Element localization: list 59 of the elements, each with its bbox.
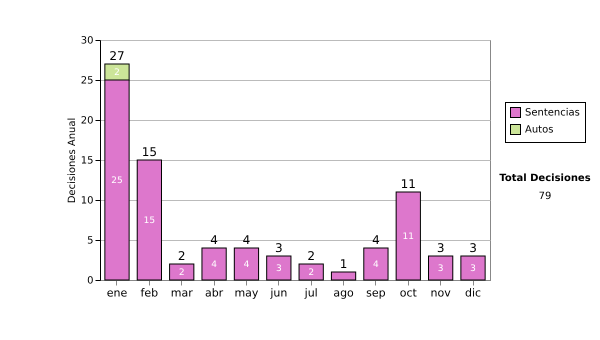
- data-label: 3: [276, 264, 282, 274]
- data-label: 3: [438, 264, 444, 274]
- x-tick-label: feb: [140, 286, 158, 300]
- x-tick-label: jul: [304, 286, 318, 300]
- x-tick-label: oct: [400, 286, 418, 300]
- y-tick-label: 0: [87, 276, 94, 286]
- legend-label: Autos: [525, 124, 554, 136]
- bar: [428, 256, 454, 280]
- total-label: 3: [274, 241, 283, 255]
- x-tick-label: sep: [366, 286, 386, 300]
- data-label: 4: [373, 260, 380, 270]
- bar: [136, 160, 162, 280]
- x-tick-label: ago: [333, 286, 354, 300]
- total-label: 3: [469, 241, 477, 255]
- data-label: 25: [111, 176, 123, 186]
- x-tick-label: dic: [464, 286, 482, 300]
- bar: [460, 256, 486, 280]
- y-tick-label: 15: [80, 156, 94, 166]
- y-tick-label: 5: [87, 236, 94, 246]
- bar: [169, 264, 194, 280]
- bar: [363, 248, 389, 280]
- legend-label: Sentencias: [525, 108, 580, 118]
- x-tick-label: mar: [170, 286, 194, 300]
- data-label: 2: [178, 268, 185, 278]
- bar: [298, 264, 324, 280]
- bar: [330, 272, 356, 280]
- bar: [266, 256, 292, 280]
- total-label: 3: [436, 241, 444, 255]
- x-tick-label: abr: [204, 286, 224, 300]
- data-label: 11: [402, 232, 414, 242]
- data-label: 4: [211, 260, 218, 270]
- total-label: 27: [109, 49, 125, 63]
- y-tick-label: 30: [80, 36, 94, 46]
- bar: [396, 192, 421, 280]
- total-label: 4: [372, 233, 380, 247]
- data-label: 4: [244, 260, 250, 270]
- total-label: 2: [307, 249, 316, 263]
- total-label: 4: [210, 233, 218, 247]
- data-label: 15: [144, 216, 156, 226]
- y-tick-label: 20: [80, 116, 94, 126]
- data-label: 3: [470, 264, 476, 274]
- y-tick-label: 10: [80, 196, 94, 206]
- x-tick-label: ene: [106, 286, 128, 300]
- bar: [201, 248, 227, 280]
- x-tick-label: may: [234, 286, 259, 300]
- x-tick-label: nov: [430, 286, 452, 300]
- text: 79: [538, 191, 552, 202]
- text: Total Decisiones: [499, 173, 591, 184]
- y-tick-label: 25: [80, 76, 94, 86]
- total-label: 15: [142, 145, 157, 159]
- total-label: 11: [400, 177, 416, 191]
- total-label: 1: [340, 257, 348, 271]
- x-tick-label: jun: [269, 286, 288, 300]
- total-label: 2: [178, 249, 186, 263]
- total-label: 4: [242, 233, 250, 247]
- data-label: 2: [308, 268, 314, 278]
- bar: [234, 248, 260, 280]
- y-axis-title: Decisiones Anual: [66, 118, 78, 204]
- data-label: 2: [114, 68, 120, 78]
